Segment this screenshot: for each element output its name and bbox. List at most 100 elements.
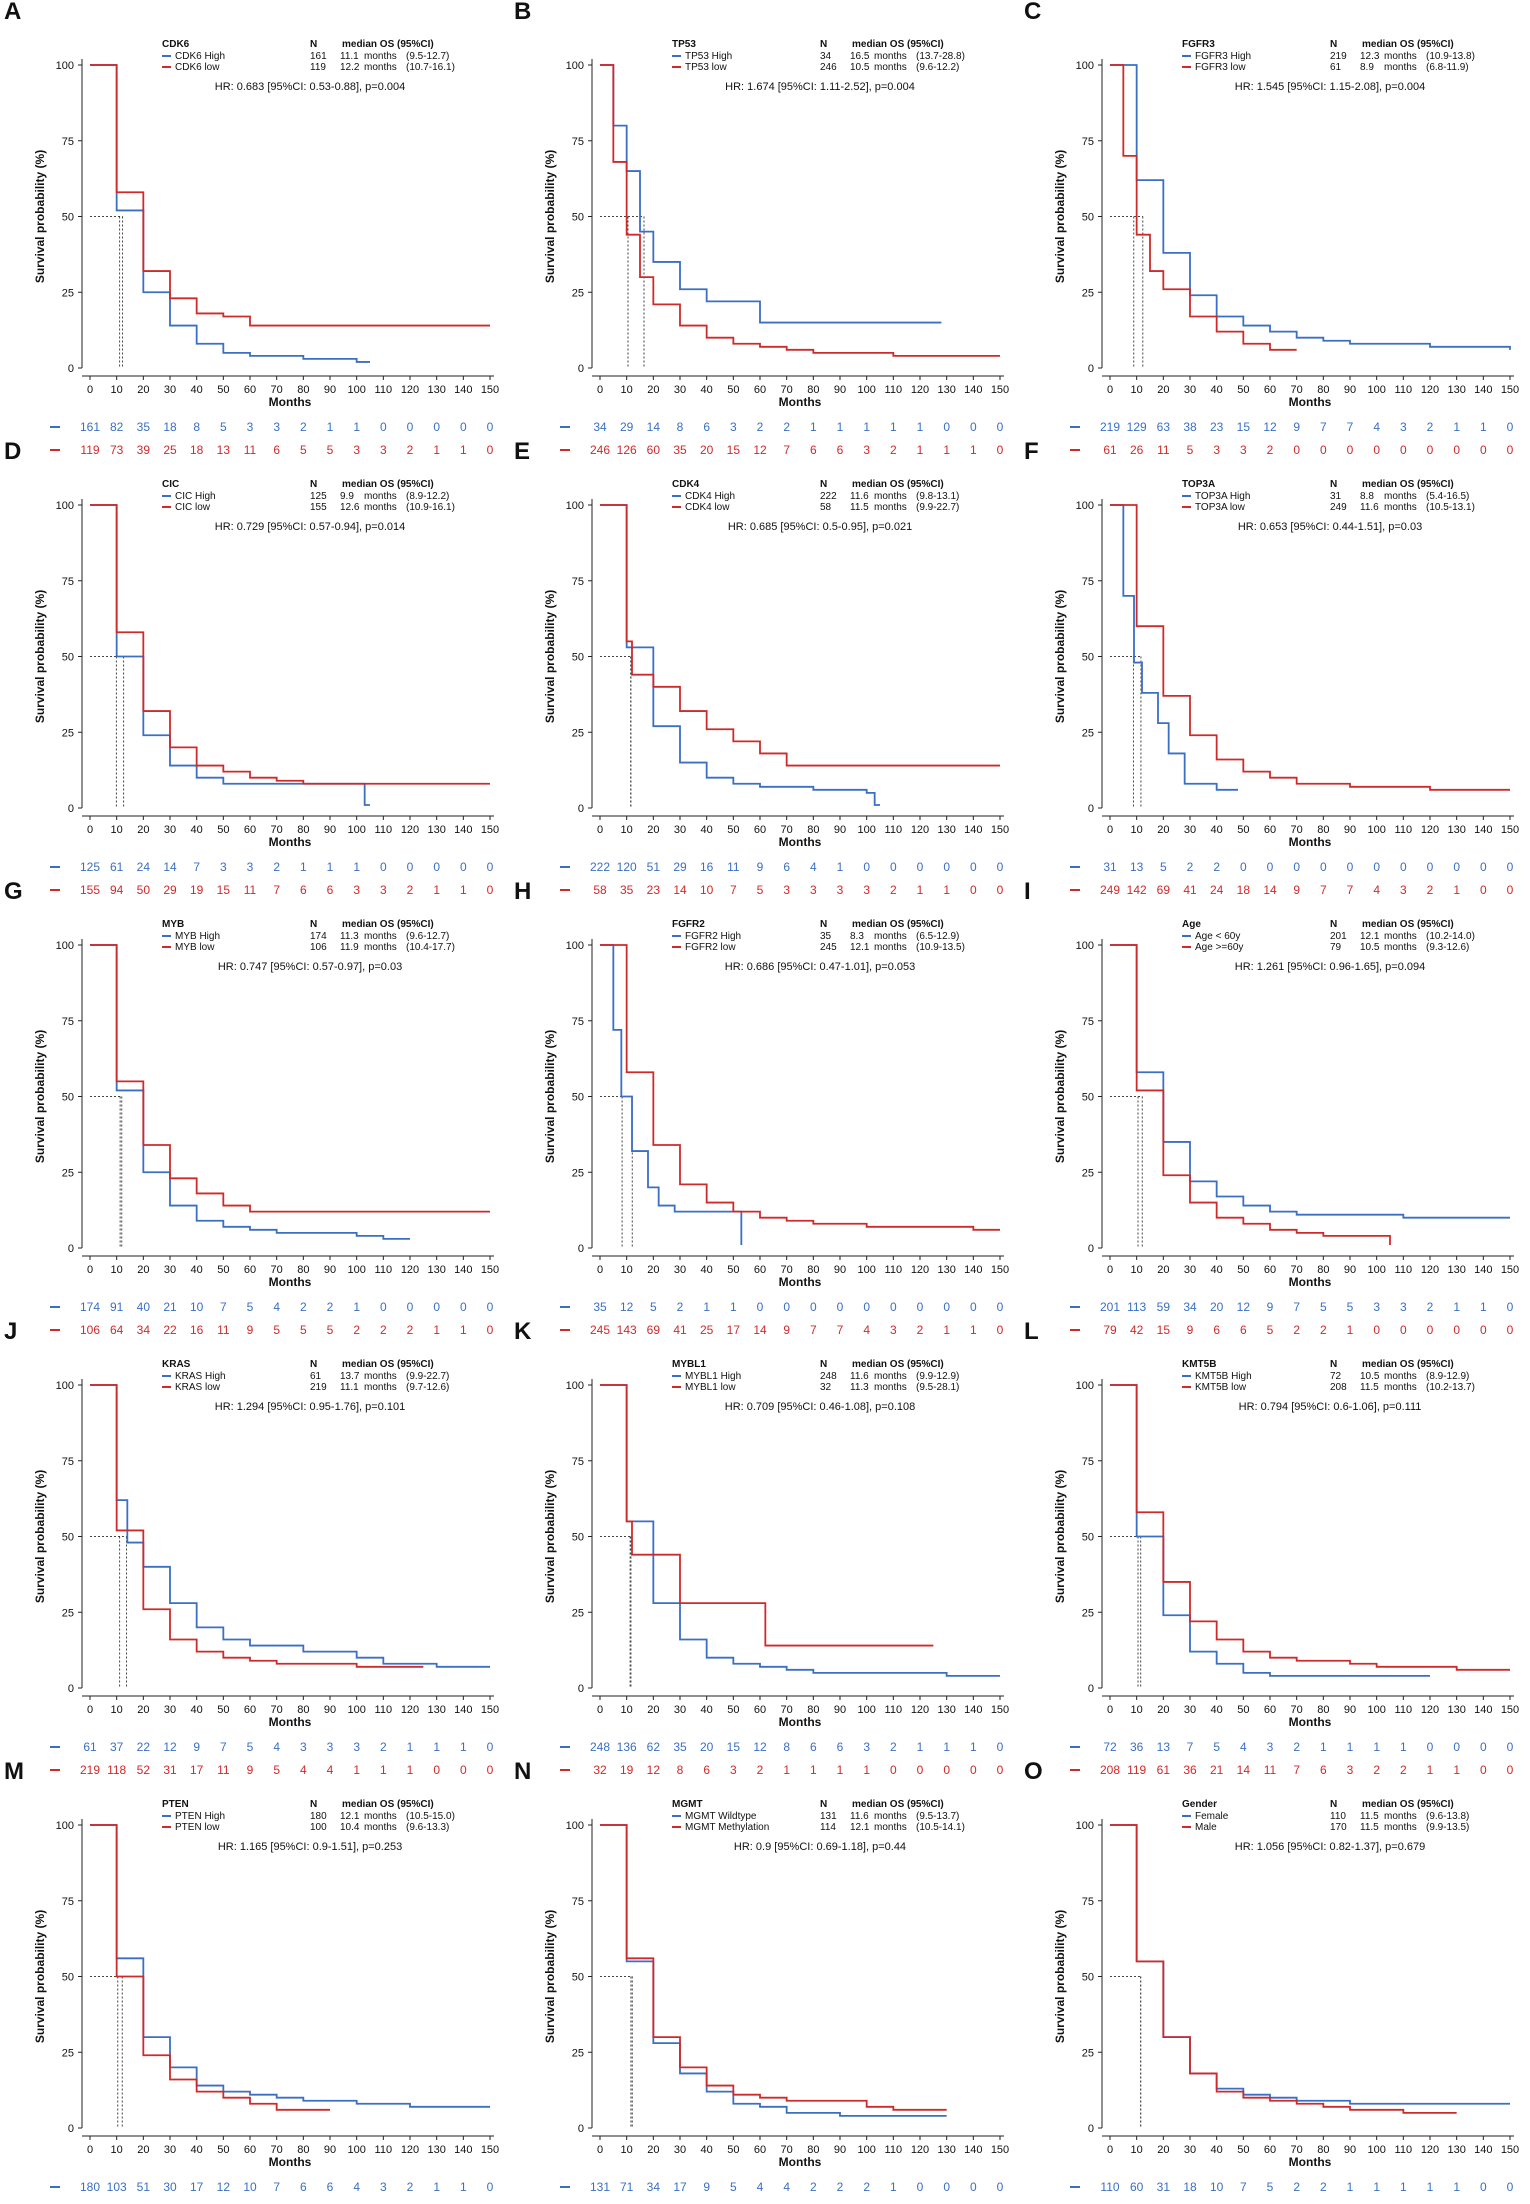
x-tick-label: 150: [481, 2144, 499, 2156]
y-tick-label: 100: [56, 1380, 74, 1392]
y-tick-label: 50: [572, 212, 584, 224]
legend-series-name: CDK4 low: [685, 502, 730, 513]
x-tick-label: 150: [991, 824, 1009, 836]
risk-count: 2: [1400, 1763, 1407, 1777]
x-tick-label: 50: [727, 1704, 739, 1716]
hazard-ratio-text: HR: 0.685 [95%CI: 0.5-0.95], p=0.021: [728, 521, 912, 533]
legend-median-value: 11.3: [340, 931, 359, 942]
legend-series-name: TOP3A High: [1195, 491, 1250, 502]
legend-n-header: N: [820, 479, 827, 490]
risk-count: 3: [353, 883, 360, 897]
risk-count: 71: [620, 2180, 634, 2194]
x-tick-label: 110: [375, 824, 393, 836]
legend-n-value: 79: [1330, 942, 1342, 953]
risk-count: 10: [190, 1300, 204, 1314]
legend-median-value: 12.1: [340, 1811, 360, 1822]
risk-count: 14: [1237, 1763, 1251, 1777]
x-tick-label: 120: [911, 1704, 929, 1716]
x-tick-label: 130: [427, 1264, 445, 1276]
legend-median-value: 9.9: [340, 491, 354, 502]
x-tick-label: 50: [1237, 824, 1249, 836]
risk-count: 0: [917, 860, 924, 874]
risk-count: 2: [380, 1323, 387, 1337]
legend-n-value: 125: [310, 491, 327, 502]
legend-n-value: 32: [820, 1382, 832, 1393]
risk-count: 0: [1480, 883, 1487, 897]
legend-median-value: 12.3: [1360, 51, 1380, 62]
hazard-ratio-text: HR: 1.165 [95%CI: 0.9-1.51], p=0.253: [218, 1841, 402, 1853]
risk-count: 2: [407, 2180, 414, 2194]
risk-count: 42: [1130, 1323, 1144, 1337]
y-tick-label: 0: [68, 803, 74, 815]
legend-n-value: 114: [820, 1822, 836, 1833]
x-axis-title: Months: [779, 1275, 822, 1289]
risk-count: 106: [80, 1323, 100, 1337]
risk-count: 0: [1507, 2180, 1514, 2194]
risk-count: 60: [1130, 2180, 1144, 2194]
risk-count: 11: [244, 883, 257, 897]
risk-count: 7: [1240, 2180, 1247, 2194]
legend-n-header: N: [310, 1799, 317, 1810]
x-tick-label: 120: [401, 824, 419, 836]
legend-n-value: 72: [1330, 1371, 1342, 1382]
x-tick-label: 40: [191, 824, 203, 836]
y-axis-title: Survival probability (%): [543, 150, 557, 283]
legend-n-value: 58: [820, 502, 832, 513]
legend-ci-value: (9.5-12.7): [406, 51, 449, 62]
x-tick-label: 20: [137, 1264, 149, 1276]
y-tick-label: 50: [62, 1092, 74, 1104]
y-axis-title: Survival probability (%): [543, 1470, 557, 1603]
legend-ci-value: (10.2-13.7): [1426, 1382, 1475, 1393]
risk-count: 24: [1210, 883, 1224, 897]
legend-n-value: 34: [820, 51, 832, 62]
risk-count: 7: [220, 1740, 227, 1754]
hazard-ratio-text: HR: 0.709 [95%CI: 0.46-1.08], p=0.108: [725, 1401, 916, 1413]
risk-count: 0: [460, 860, 467, 874]
legend-median-header: median OS (95%CI): [852, 479, 944, 490]
risk-count: 6: [273, 443, 280, 457]
risk-count: 51: [137, 2180, 151, 2194]
risk-count: 16: [700, 860, 714, 874]
risk-count: 0: [1267, 860, 1274, 874]
km-curve-high: [90, 1384, 490, 1668]
x-tick-label: 110: [1395, 1264, 1413, 1276]
x-tick-label: 150: [991, 1264, 1009, 1276]
x-tick-label: 110: [375, 1704, 393, 1716]
risk-count: 2: [783, 420, 790, 434]
risk-count: 0: [997, 883, 1004, 897]
x-tick-label: 20: [647, 1264, 659, 1276]
x-tick-label: 130: [1447, 1704, 1465, 1716]
legend-median-header: median OS (95%CI): [1362, 479, 1454, 490]
risk-count: 0: [1507, 883, 1514, 897]
risk-count: 0: [1480, 443, 1487, 457]
risk-count: 1: [970, 1323, 977, 1337]
x-tick-label: 100: [857, 1264, 875, 1276]
x-tick-label: 30: [674, 1264, 686, 1276]
legend-series-name: CDK6 low: [175, 62, 220, 73]
legend-ci-value: (10.4-17.7): [406, 942, 455, 953]
risk-count: 69: [647, 1323, 661, 1337]
risk-count: 246: [590, 443, 610, 457]
legend-ci-value: (5.4-16.5): [1426, 491, 1469, 502]
risk-count: 0: [890, 1763, 897, 1777]
x-tick-label: 130: [937, 824, 955, 836]
panel-label: I: [1024, 878, 1031, 905]
risk-count: 14: [647, 420, 661, 434]
legend-months-word: months: [874, 942, 907, 953]
risk-count: 4: [783, 2180, 790, 2194]
risk-count: 3: [810, 883, 817, 897]
y-tick-label: 25: [62, 1607, 74, 1619]
x-tick-label: 100: [1367, 1704, 1385, 1716]
risk-count: 73: [110, 443, 124, 457]
risk-count: 11: [727, 860, 740, 874]
risk-count: 3: [1400, 420, 1407, 434]
risk-count: 12: [1237, 1300, 1251, 1314]
legend-months-word: months: [364, 1811, 397, 1822]
legend-n-header: N: [820, 1799, 827, 1810]
panel-label: F: [1024, 438, 1039, 465]
km-panel-m: M 0 25 50 75 100 0 10 20 30 40 50 60 70 80 90 100 110 120 1…: [0, 1758, 510, 2204]
risk-count: 0: [1480, 1323, 1487, 1337]
risk-count: 201: [1100, 1300, 1120, 1314]
